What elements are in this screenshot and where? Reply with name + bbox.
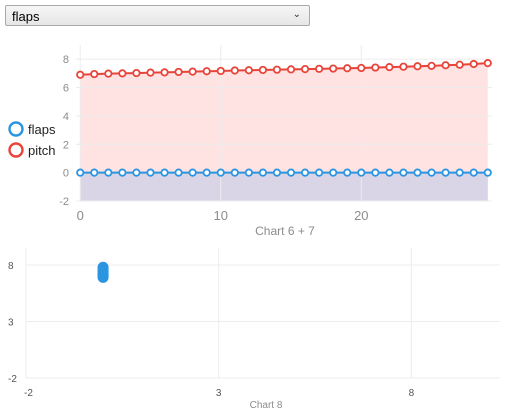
pitch-point (132, 68, 141, 78)
pitch-point (188, 67, 197, 76)
flaps-point (118, 168, 127, 177)
flaps-point (469, 168, 478, 177)
x-tick-label: 8 (409, 388, 415, 399)
x-tick-label: 20 (354, 208, 368, 223)
pitch-point (385, 63, 394, 72)
y-tick-label: 0 (63, 168, 69, 180)
pitch-point (371, 63, 380, 72)
pitch-point (399, 62, 408, 71)
flaps-point (104, 168, 113, 177)
flaps-point (343, 168, 352, 177)
legend-item-flaps[interactable]: flaps (8, 121, 56, 137)
series-select-value: flaps (12, 9, 40, 24)
pitch-point (427, 61, 436, 70)
flaps-point (371, 168, 380, 177)
pitch-point (469, 59, 478, 69)
flaps-point (146, 168, 155, 177)
flaps-point (483, 168, 492, 177)
chart-8-caption: Chart 8 (250, 400, 283, 411)
y-tick-label: 8 (8, 261, 14, 272)
y-tick-label: 3 (8, 317, 14, 328)
legend-label-pitch: pitch (28, 143, 55, 158)
chevron-down-icon[interactable]: ⌄ (292, 9, 301, 20)
pitch-point (343, 64, 352, 73)
flaps-point (357, 168, 366, 177)
pitch-point (300, 65, 310, 74)
pitch-point (441, 61, 450, 70)
x-tick-label: -2 (24, 388, 33, 399)
chart-6-7-points (76, 59, 492, 177)
pitch-point (104, 69, 113, 78)
chart-8-ticks: -2 3 8 -2 3 8 (8, 261, 415, 399)
chart-8-grid (25, 248, 500, 379)
flaps-point (216, 168, 225, 177)
chart-6-7-y-ticks: -2 0 2 4 6 8 (59, 54, 69, 208)
y-tick-label: 8 (63, 54, 69, 66)
x-tick-label: 10 (214, 208, 228, 223)
pitch-point (272, 65, 282, 74)
chart-8-points (97, 261, 109, 283)
pitch-point (286, 65, 296, 74)
flaps-area (80, 172, 488, 201)
series-select[interactable]: flaps ⌄ (5, 5, 310, 26)
pitch-point (146, 68, 155, 77)
pitch-point (244, 66, 253, 75)
pitch-point (230, 66, 239, 75)
legend: flaps pitch (8, 121, 56, 158)
flaps-point (202, 168, 211, 177)
y-tick-label: -2 (59, 196, 69, 208)
y-tick-label: 6 (63, 83, 69, 95)
flaps-point (385, 168, 394, 177)
flaps-point (300, 168, 310, 177)
pitch-point (413, 62, 422, 71)
pitch-point (455, 60, 464, 69)
flaps-legend-marker (8, 121, 24, 137)
flaps-point (427, 168, 436, 177)
flaps-point (230, 168, 239, 177)
flaps-point (174, 168, 183, 177)
chart-6-7-x-ticks: 0 10 20 (77, 208, 369, 223)
pitch-area (80, 63, 488, 202)
pitch-legend-marker (8, 142, 24, 158)
flaps-point (244, 168, 253, 177)
flaps-point (286, 168, 296, 177)
pitch-point (174, 67, 183, 77)
y-tick-label: -2 (8, 374, 17, 385)
flaps-point (272, 168, 282, 177)
y-tick-label: 2 (63, 139, 69, 151)
x-tick-label: 0 (77, 208, 84, 223)
flaps-point (399, 168, 408, 177)
y-tick-label: 4 (63, 111, 69, 123)
pitch-point (76, 70, 85, 79)
flaps-point (132, 168, 141, 177)
pitch-point (315, 64, 324, 73)
pitch-point (329, 64, 338, 73)
flaps-point (160, 168, 169, 177)
pitch-point (90, 69, 99, 79)
chart-6-7-caption: Chart 6 + 7 (255, 224, 315, 238)
scatter-point (97, 261, 109, 273)
flaps-point (258, 168, 268, 177)
flaps-point (441, 168, 450, 177)
legend-item-pitch[interactable]: pitch (8, 142, 56, 158)
flaps-point (188, 168, 197, 177)
flaps-point (413, 168, 422, 177)
pitch-point (202, 67, 211, 76)
flaps-point (315, 168, 324, 177)
pitch-point (216, 66, 225, 76)
chart-8: -2 3 8 -2 3 8 Chart 8 (8, 248, 500, 411)
pitch-point (118, 69, 127, 78)
legend-label-flaps: flaps (28, 122, 56, 137)
pitch-point (483, 59, 492, 68)
x-tick-label: 3 (216, 388, 222, 399)
pitch-point (357, 63, 366, 73)
flaps-point (76, 168, 85, 177)
pitch-point (258, 65, 268, 75)
flaps-point (455, 168, 464, 177)
chart-6-7: -2 0 2 4 6 8 0 10 20 Chart 6 + 7 (59, 45, 492, 238)
pitch-point (160, 68, 169, 77)
flaps-point (90, 168, 99, 177)
flaps-point (329, 168, 338, 177)
